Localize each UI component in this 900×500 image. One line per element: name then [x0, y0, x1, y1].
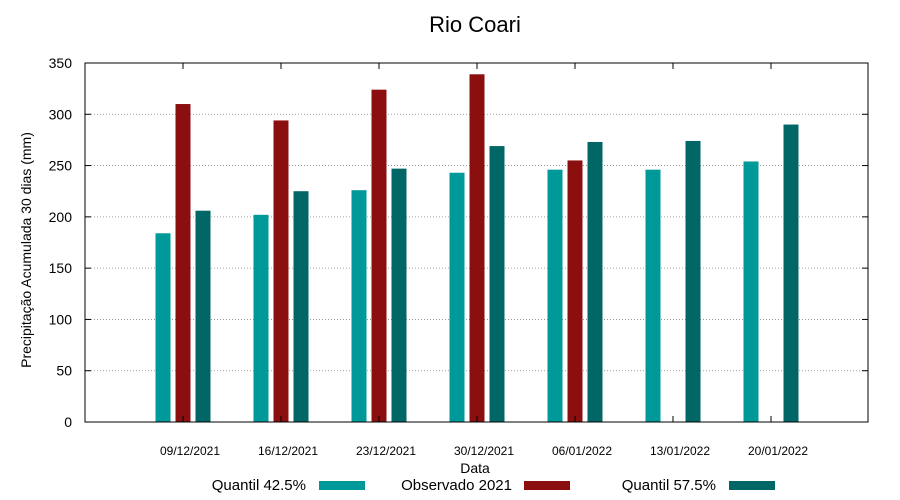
y-tick-label: 350	[49, 55, 73, 71]
legend-swatch	[524, 481, 570, 490]
plot-frame	[84, 62, 869, 423]
y-tick-label: 150	[49, 260, 73, 276]
bar	[685, 140, 701, 422]
x-tick-label: 23/12/2021	[356, 444, 416, 458]
bar	[783, 124, 799, 423]
y-tick-label: 200	[49, 209, 73, 225]
y-axis-ticks: 0 50 100 150 200 250 300 350	[49, 55, 868, 430]
y-axis-label: Precipitação Acumulada 30 dias (mm)	[18, 132, 34, 368]
chart-title: Rio Coari	[429, 12, 521, 37]
legend-label: Quantil 42.5%	[212, 477, 306, 494]
bar	[293, 191, 309, 422]
x-tick-label: 13/01/2022	[650, 444, 710, 458]
bar	[155, 233, 171, 422]
x-tick-label: 09/12/2021	[160, 444, 220, 458]
bar	[469, 74, 485, 422]
bar	[195, 210, 211, 422]
bar	[743, 161, 759, 422]
legend-swatch	[729, 481, 775, 490]
y-tick-label: 100	[49, 311, 73, 327]
bar	[351, 190, 367, 422]
y-tick-label: 300	[49, 106, 73, 122]
x-tick-label: 16/12/2021	[258, 444, 318, 458]
bar	[391, 168, 407, 422]
bar	[371, 89, 387, 422]
bar	[547, 169, 563, 422]
legend-swatch	[319, 481, 365, 490]
bar	[175, 104, 191, 423]
x-axis-label: Data	[460, 460, 490, 476]
y-tick-label: 50	[56, 363, 72, 379]
x-axis-ticks: 09/12/2021 16/12/2021 23/12/2021 30/12/2021…	[160, 63, 808, 458]
bars	[155, 74, 799, 423]
legend-label: Quantil 57.5%	[622, 477, 716, 494]
x-tick-label: 20/01/2022	[748, 444, 808, 458]
legend: Quantil 42.5% Observado 2021 Quantil 57.5%	[212, 477, 775, 494]
bar	[273, 120, 289, 422]
y-tick-label: 250	[49, 158, 73, 174]
bar	[449, 172, 465, 422]
bar	[489, 146, 505, 422]
bar	[567, 160, 583, 422]
bar	[645, 169, 661, 422]
y-tick-label: 0	[64, 414, 72, 430]
legend-label: Observado 2021	[401, 477, 512, 494]
x-tick-label: 06/01/2022	[552, 444, 612, 458]
bar	[587, 141, 603, 423]
bar	[253, 214, 269, 422]
x-tick-label: 30/12/2021	[454, 444, 514, 458]
